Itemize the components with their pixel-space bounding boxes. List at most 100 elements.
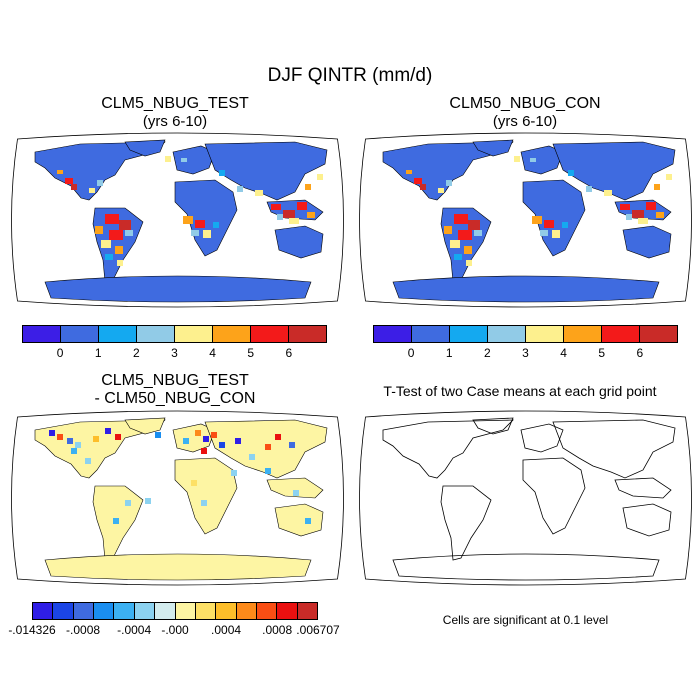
colorbar-diff xyxy=(32,602,318,620)
map-cell xyxy=(568,170,574,176)
colorbar-swatch xyxy=(251,326,289,342)
map-cell xyxy=(203,436,209,442)
map-cell xyxy=(255,190,263,196)
colorbar-swatch xyxy=(450,326,488,342)
colorbar-swatch xyxy=(236,603,257,619)
map-cell xyxy=(466,260,472,266)
colorbar-tick-label: 5 xyxy=(598,346,606,360)
continent-australia xyxy=(622,225,672,259)
continent-europe xyxy=(520,423,564,453)
map-cell xyxy=(71,448,77,454)
map-cell xyxy=(444,226,452,234)
map-cell xyxy=(532,216,542,224)
map-cell xyxy=(115,434,121,440)
map-cell xyxy=(97,180,103,186)
colorbar-tick-label: -.0008 xyxy=(66,623,101,637)
map-cell xyxy=(57,434,63,440)
continent-antarctica xyxy=(44,553,312,581)
map-cell xyxy=(450,240,460,248)
map-cell xyxy=(305,518,311,524)
continent-greenland xyxy=(472,139,514,157)
panel-test-subtitle: (yrs 6-10) xyxy=(142,113,208,130)
colorbar-tick-label: 4 xyxy=(560,346,567,360)
continent-europe xyxy=(172,423,216,453)
colorbar-swatch xyxy=(99,326,137,342)
map-cell xyxy=(646,202,656,210)
map-cell xyxy=(165,156,171,162)
map-cell xyxy=(191,480,197,486)
colorbar-swatch xyxy=(53,603,74,619)
map-cell xyxy=(454,214,468,224)
continent-greenland xyxy=(472,417,514,435)
map-cell xyxy=(101,240,111,248)
map-diff xyxy=(11,410,344,586)
map-cell xyxy=(49,430,55,436)
colorbar-swatch xyxy=(526,326,564,342)
colorbar-swatch xyxy=(134,603,156,619)
map-cell xyxy=(632,210,644,218)
map-cell xyxy=(235,438,241,444)
map-cell xyxy=(265,468,271,474)
map-cell xyxy=(454,254,462,260)
continent-australia xyxy=(622,503,672,537)
map-cell xyxy=(468,220,480,230)
panel-diff-title: CLM5_NBUG_TEST xyxy=(101,372,249,389)
map-cell xyxy=(57,170,63,174)
map-border xyxy=(359,410,692,586)
map-cell xyxy=(544,220,554,228)
colorbar-swatch xyxy=(297,603,318,619)
map-cell xyxy=(552,230,560,238)
map-cell xyxy=(474,230,482,236)
colorbar-test xyxy=(22,325,327,343)
colorbar-swatch xyxy=(195,603,217,619)
map-cell xyxy=(307,212,315,218)
map-cell xyxy=(245,170,251,176)
map-cell xyxy=(195,430,201,436)
map-cell xyxy=(213,222,219,228)
map-cell xyxy=(586,186,592,192)
panel-control-title: CLM50_NBUG_CON xyxy=(449,95,601,112)
map-cell xyxy=(183,438,189,444)
map-cell xyxy=(283,210,295,218)
map-cell xyxy=(109,230,123,240)
colorbar-swatch xyxy=(256,603,278,619)
map-cell xyxy=(626,214,632,220)
map-cell xyxy=(275,434,281,440)
colorbar-swatch xyxy=(374,326,412,342)
colorbar-swatch xyxy=(61,326,99,342)
map-cell xyxy=(562,222,568,228)
map-cell xyxy=(155,432,161,438)
map-cell xyxy=(105,428,111,434)
colorbar-swatch xyxy=(73,603,95,619)
map-cell xyxy=(125,500,131,506)
map-cell xyxy=(458,230,472,240)
continent-south-america xyxy=(440,485,492,561)
map-cell xyxy=(105,214,119,224)
panel-ttest-title: T-Test of two Case means at each grid po… xyxy=(383,383,657,399)
map-cell xyxy=(115,246,123,254)
continent-maritime-se-asia xyxy=(614,477,672,499)
map-cell xyxy=(530,158,536,162)
continent-africa xyxy=(174,457,238,535)
colorbar-swatch xyxy=(175,603,196,619)
map-cell xyxy=(219,170,225,176)
map-cell xyxy=(249,454,255,460)
map-cell xyxy=(113,518,119,524)
map-control xyxy=(359,132,692,308)
map-cell xyxy=(75,442,81,448)
colorbar-tick-label: 6 xyxy=(636,346,644,360)
map-cell xyxy=(117,260,123,266)
map-cell xyxy=(666,174,672,180)
map-cell xyxy=(191,230,199,236)
map-cell xyxy=(219,442,225,448)
colorbar-tick-label: 0 xyxy=(56,346,64,360)
continent-antarctica xyxy=(392,275,660,303)
colorbar-tick-label: .0008 xyxy=(262,623,293,637)
map-cell xyxy=(195,220,205,228)
continent-greenland xyxy=(124,417,166,435)
map-cell xyxy=(654,184,660,190)
colorbar-tick-label: 3 xyxy=(171,346,178,360)
map-cell xyxy=(414,178,422,184)
continent-greenland xyxy=(124,139,166,157)
continent-europe xyxy=(520,145,564,175)
